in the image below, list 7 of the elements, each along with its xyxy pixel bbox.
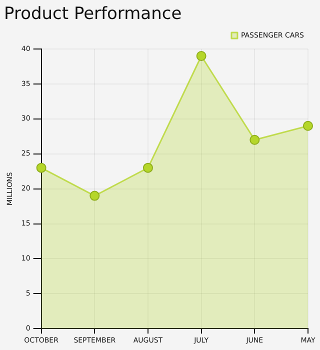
chart-title: Product Performance <box>4 4 182 24</box>
point <box>142 162 153 173</box>
point <box>250 134 260 145</box>
point <box>303 120 313 131</box>
point <box>36 162 46 173</box>
point <box>90 190 100 201</box>
point <box>196 50 206 61</box>
